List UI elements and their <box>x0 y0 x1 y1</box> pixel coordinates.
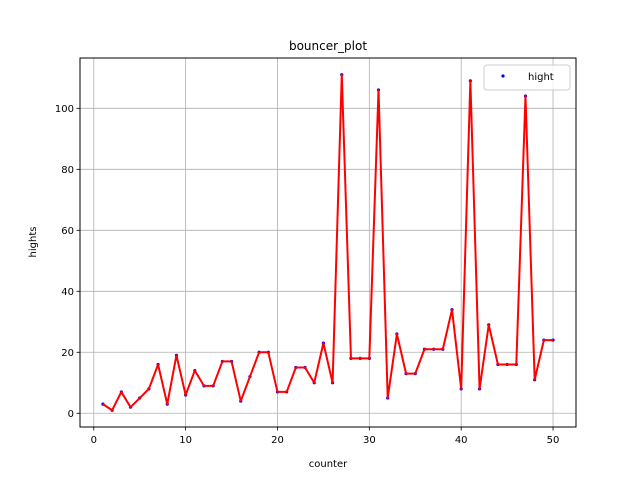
y-tick-label: 80 <box>61 165 74 176</box>
y-tick-label: 100 <box>55 104 74 115</box>
x-tick-label: 20 <box>271 435 284 446</box>
grid <box>80 58 576 427</box>
x-axis-label: counter <box>309 459 348 470</box>
y-tick-label: 0 <box>68 409 74 420</box>
plot-frame <box>79 57 577 428</box>
tick-layer: 0 10 20 30 40 50 0 20 40 60 80 100 <box>55 104 559 446</box>
x-tick-label: 0 <box>91 435 97 446</box>
y-axis-label: hights <box>28 227 39 258</box>
y-tick-label: 60 <box>61 226 74 237</box>
legend-box <box>483 64 571 91</box>
series-line <box>102 73 554 412</box>
series-layer <box>101 73 555 412</box>
chart-title: bouncer_plot <box>289 39 367 53</box>
legend-label: hight <box>528 72 554 83</box>
x-tick-label: 10 <box>179 435 192 446</box>
y-tick-label: 40 <box>61 287 74 298</box>
y-tick-label: 20 <box>61 348 74 359</box>
legend: hight <box>483 64 571 91</box>
x-tick-label: 40 <box>455 435 468 446</box>
x-tick-label: 30 <box>363 435 376 446</box>
x-tick-label: 50 <box>547 435 560 446</box>
legend-marker <box>501 74 505 78</box>
